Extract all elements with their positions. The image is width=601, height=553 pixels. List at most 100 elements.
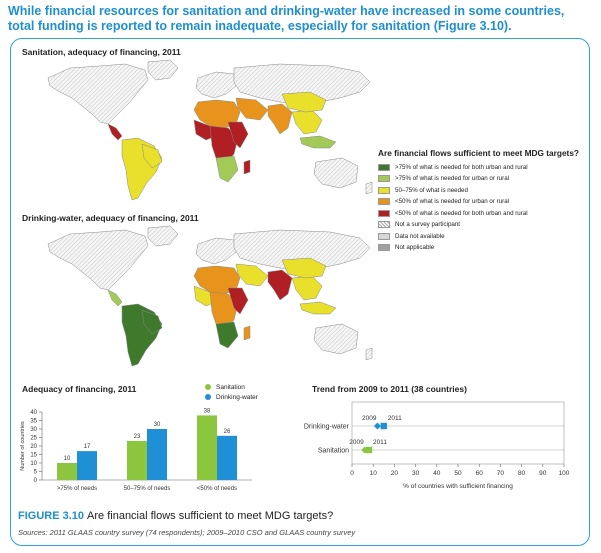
y-axis-label: Number of countries [20,421,26,471]
bar-drinking-water [147,429,167,480]
russia-asia-region [233,229,371,271]
europe-region [195,237,237,265]
indonesia-region [299,135,337,149]
legend-swatch [378,186,390,194]
middle-east-region [235,97,269,121]
bar-sanitation [57,463,77,480]
legend-item: <50% of what is needed for both urban an… [378,208,588,218]
legend-swatch [378,175,390,182]
legend-label: 50–75% of what is needed [395,186,468,194]
south-america-region [121,137,163,201]
y-tick-label: 10 [30,461,37,467]
madagascar-region [243,325,251,341]
point-year-label: 2011 [388,415,402,422]
legend-label: <50% of what is needed for both urban an… [395,209,528,217]
x-tick-label: 50 [454,470,462,477]
bar-chart-title: Adequacy of financing, 2011 [22,384,137,394]
legend-drinking-water: Drinking-water [205,392,258,402]
x-tick-label: 30 [412,470,420,477]
legend-label: Data not available [395,232,445,240]
legend-sanitation-label: Sanitation [216,383,245,391]
x-axis-label: % of countries with sufficient financing [403,483,513,490]
legend-label: >75% of what is needed for both urban an… [395,163,528,171]
x-category-label: >75% of needs [57,486,97,492]
bar-value-label: 26 [224,429,231,435]
south-america-region [121,303,163,367]
y-tick-label: 20 [30,444,37,450]
y-tick-label: 40 [30,410,37,416]
point-2011 [365,446,373,454]
figure-caption: FIGURE 3.10 Are financial flows sufficien… [18,510,333,522]
drinking-water-dot [205,394,211,400]
point-2009 [373,422,381,430]
point-year-label: 2009 [362,415,377,422]
legend-item: <50% of what is needed for urban or rura… [378,197,588,207]
bar-chart: 0 5 10 15 20 25 30 35 40 Number of countries 10 17 >… [20,408,252,492]
africa-east-region [227,287,249,315]
legend-item: Data not available [378,231,588,241]
bar-drinking-water [77,451,97,480]
x-category-label: <50% of needs [197,486,237,492]
bar-value-label: 17 [84,444,91,450]
north-america-region [47,229,149,291]
legend-item: Not applicable [378,243,588,253]
legend-sanitation: Sanitation [205,382,258,392]
legend-label: Not applicable [395,244,435,251]
x-tick-label: 90 [539,470,547,477]
central-america-region [107,123,123,141]
middle-east-region [235,263,269,287]
trend-chart-title: Trend from 2009 to 2011 (38 countries) [312,384,467,394]
bar-value-label: 10 [64,456,71,462]
x-category-label: 50–75% of needs [124,486,171,492]
legend-item: >75% of what is needed for both urban an… [378,162,588,172]
bar-sanitation [197,415,217,480]
south-america-east-region [141,309,163,335]
bar-sanitation [127,440,147,480]
bar-value-label: 23 [134,434,141,440]
figure-number: FIGURE 3.10 [18,510,85,522]
madagascar-region [243,159,251,175]
y-tick-label: 30 [30,427,37,433]
sanitation-dot [205,384,211,390]
plot-frame [351,401,565,465]
sanitation-map-title: Sanitation, adequacy of financing, 2011 [22,47,181,57]
legend-swatch [378,232,390,240]
source-note: Sources: 2011 GLAAS country survey (74 r… [18,528,356,537]
greenland-region [147,225,179,247]
australia-region [313,157,359,189]
y-tick-label: 35 [30,419,37,425]
x-tick-label: 0 [350,470,354,477]
headline: While financial resources for sanitation… [8,4,565,33]
y-tick-label: 0 [34,478,38,484]
y-tick-label: 15 [30,453,37,459]
africa-south-region [215,321,239,349]
bar-drinking-water [217,435,237,480]
russia-asia-region [233,63,371,105]
legend-label: Not a survey participant [395,221,460,228]
south-asia-region [267,103,293,135]
legend-label: <50% of what is needed for urban or rura… [395,198,510,205]
africa-south-region [215,155,239,183]
new-zealand-region [365,181,373,195]
drinking-map-title: Drinking-water, adequacy of financing, 2… [22,213,199,223]
indonesia-region [299,301,337,315]
legend-item: 50–75% of what is needed [378,185,588,195]
point-year-label: 2011 [373,439,387,446]
drinking-water-world-map [47,225,373,367]
bar-value-label: 38 [204,408,211,414]
central-america-region [107,289,123,307]
legend-item: >75% of what is needed for urban or rura… [378,174,588,184]
legend-item: Not a survey participant [378,220,588,230]
south-asia-region [267,269,293,301]
new-zealand-region [365,347,373,361]
north-america-region [47,63,149,125]
point-2011 [380,422,387,430]
x-tick-label: 10 [370,470,378,477]
y-tick-label: 5 [34,470,38,476]
map-legend: Are financial flows sufficient to meet M… [378,148,588,254]
x-tick-label: 60 [476,470,484,477]
south-east-asia-region [291,275,323,301]
trend-chart: 0 10 20 30 40 50 60 70 80 90 100 % of countries wit… [304,401,570,490]
legend-swatch [378,209,390,217]
legend-swatch [378,198,390,205]
